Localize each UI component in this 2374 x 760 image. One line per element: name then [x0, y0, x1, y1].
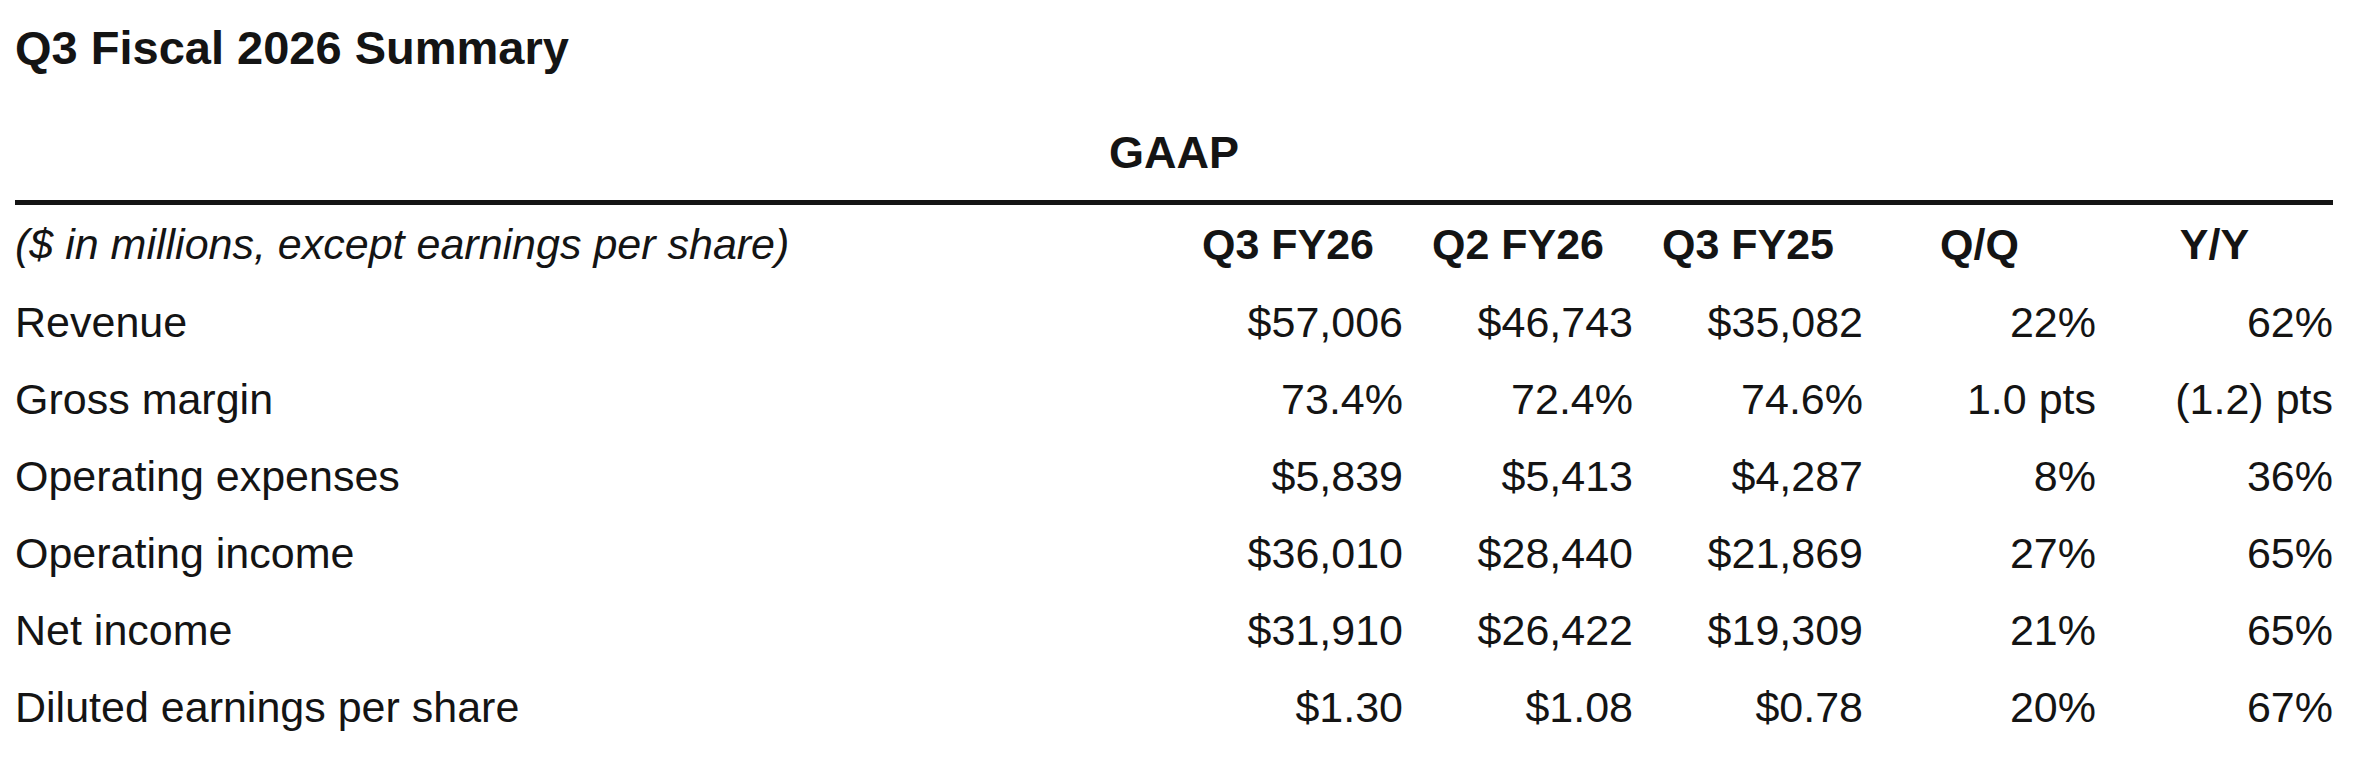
- table-cell: $35,082: [1633, 284, 1863, 361]
- column-header-yy: Y/Y: [2096, 205, 2333, 284]
- table-cell: 74.6%: [1633, 361, 1863, 438]
- row-label: Diluted earnings per share: [15, 669, 1173, 746]
- table-cell: $31,910: [1173, 592, 1403, 669]
- table-row-net-income: Net income $31,910 $26,422 $19,309 21% 6…: [15, 592, 2333, 669]
- row-label: Net income: [15, 592, 1173, 669]
- table-cell: 1.0 pts: [1863, 361, 2096, 438]
- table-cell: $57,006: [1173, 284, 1403, 361]
- row-label: Revenue: [15, 284, 1173, 361]
- column-header-qq: Q/Q: [1863, 205, 2096, 284]
- table-header-row: ($ in millions, except earnings per shar…: [15, 205, 2333, 284]
- table-row-gross-margin: Gross margin 73.4% 72.4% 74.6% 1.0 pts (…: [15, 361, 2333, 438]
- table-row-operating-expenses: Operating expenses $5,839 $5,413 $4,287 …: [15, 438, 2333, 515]
- column-header-q3fy25: Q3 FY25: [1633, 205, 1863, 284]
- unit-note: ($ in millions, except earnings per shar…: [15, 205, 1173, 284]
- table-cell: (1.2) pts: [2096, 361, 2333, 438]
- table-cell: 65%: [2096, 592, 2333, 669]
- table-cell: $1.08: [1403, 669, 1633, 746]
- row-label: Operating expenses: [15, 438, 1173, 515]
- table-cell: $4,287: [1633, 438, 1863, 515]
- table-cell: 72.4%: [1403, 361, 1633, 438]
- table-cell: 20%: [1863, 669, 2096, 746]
- table-cell: 73.4%: [1173, 361, 1403, 438]
- page-title: Q3 Fiscal 2026 Summary: [15, 0, 2333, 76]
- table-cell: $19,309: [1633, 592, 1863, 669]
- table-row-operating-income: Operating income $36,010 $28,440 $21,869…: [15, 515, 2333, 592]
- gaap-group-header: GAAP: [15, 128, 2333, 205]
- column-header-q3fy26: Q3 FY26: [1173, 205, 1403, 284]
- table-cell: $1.30: [1173, 669, 1403, 746]
- table-cell: 8%: [1863, 438, 2096, 515]
- financial-summary-table: ($ in millions, except earnings per shar…: [15, 205, 2333, 746]
- table-cell: $46,743: [1403, 284, 1633, 361]
- table-cell: 65%: [2096, 515, 2333, 592]
- table-cell: 67%: [2096, 669, 2333, 746]
- row-label: Gross margin: [15, 361, 1173, 438]
- table-cell: 62%: [2096, 284, 2333, 361]
- table-cell: 21%: [1863, 592, 2096, 669]
- table-cell: $5,839: [1173, 438, 1403, 515]
- summary-page: Q3 Fiscal 2026 Summary GAAP ($ in millio…: [0, 0, 2374, 746]
- table-cell: 22%: [1863, 284, 2096, 361]
- table-cell: $5,413: [1403, 438, 1633, 515]
- table-row-revenue: Revenue $57,006 $46,743 $35,082 22% 62%: [15, 284, 2333, 361]
- table-cell: $21,869: [1633, 515, 1863, 592]
- column-header-q2fy26: Q2 FY26: [1403, 205, 1633, 284]
- table-cell: 36%: [2096, 438, 2333, 515]
- table-cell: $36,010: [1173, 515, 1403, 592]
- table-cell: $28,440: [1403, 515, 1633, 592]
- table-row-diluted-eps: Diluted earnings per share $1.30 $1.08 $…: [15, 669, 2333, 746]
- table-cell: $0.78: [1633, 669, 1863, 746]
- table-cell: $26,422: [1403, 592, 1633, 669]
- table-cell: 27%: [1863, 515, 2096, 592]
- row-label: Operating income: [15, 515, 1173, 592]
